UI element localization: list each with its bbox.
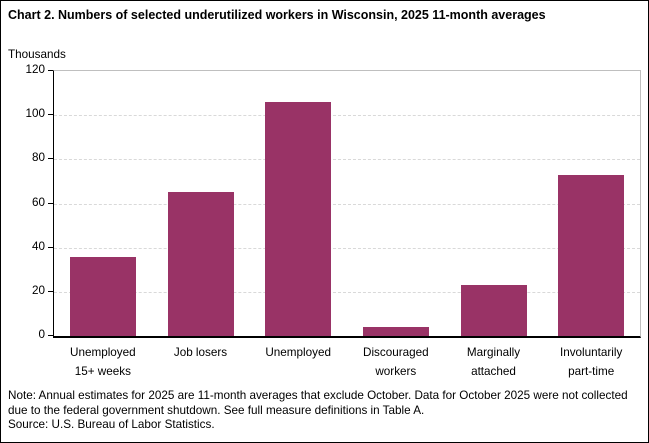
y-tick-mark [48,158,53,160]
y-tick-label: 100 [25,107,45,121]
y-tick-label: 80 [31,151,45,165]
y-axis-units-label: Thousands [8,48,66,61]
bar [69,256,136,336]
x-category-label: Involuntarily part-time [559,346,623,378]
bar [558,174,625,336]
y-tick-mark [48,246,53,248]
x-category-label: Unemployed [265,346,331,359]
gridline [54,291,640,293]
gridline [54,203,640,205]
bar [460,285,527,336]
y-tick-mark [48,290,53,292]
y-tick-label: 20 [31,283,45,297]
bar [167,192,234,336]
bar [265,101,332,336]
y-tick-mark [48,335,53,336]
gridline [54,247,640,249]
source-text: Source: U.S. Bureau of Labor Statistics. [8,418,215,432]
note-text: Note: Annual estimates for 2025 are 11-m… [8,389,628,417]
x-category-label: Unemployed 15+ weeks [70,346,136,378]
chart-title: Chart 2. Numbers of selected underutiliz… [8,8,546,22]
plot-area [53,70,641,338]
y-tick-label: 40 [31,239,45,253]
x-category-label: Marginally attached [466,346,521,378]
gridline [54,115,640,117]
y-tick-label: 0 [38,328,45,341]
y-tick-label: 120 [25,63,45,76]
x-category-label: Discouraged workers [363,346,429,378]
footnote-block: Note: Annual estimates for 2025 are 11-m… [8,389,646,433]
y-tick-mark [48,202,53,204]
x-category-label: Job losers [173,346,228,359]
bar [362,327,429,336]
y-tick-mark [48,70,53,71]
y-tick-label: 60 [31,195,45,209]
gridline [54,159,640,161]
y-tick-mark [48,114,53,116]
